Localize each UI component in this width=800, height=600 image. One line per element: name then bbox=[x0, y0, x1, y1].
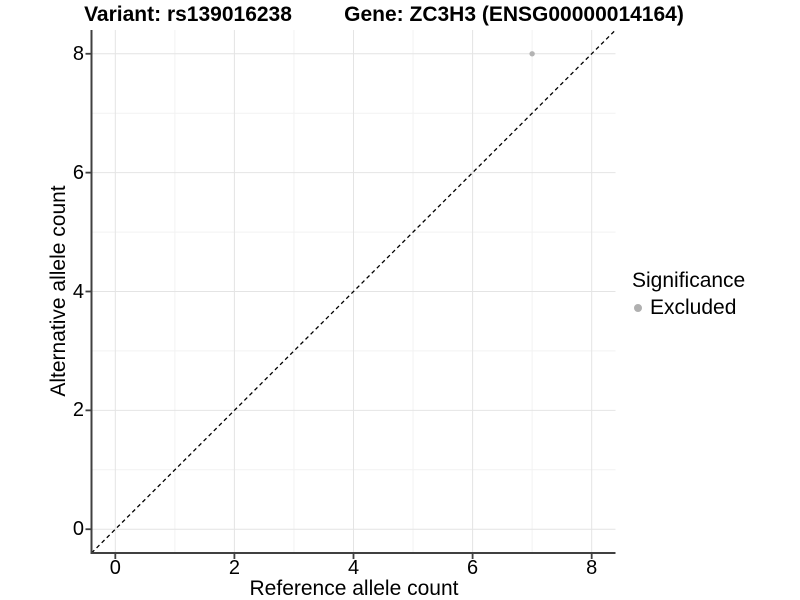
x-tick-label: 8 bbox=[586, 557, 598, 579]
excluded-point-icon bbox=[634, 304, 642, 312]
x-tick-label: 0 bbox=[109, 557, 121, 579]
plot-title-gene: Gene: ZC3H3 (ENSG00000014164) bbox=[344, 3, 684, 26]
y-tick-label: 0 bbox=[72, 518, 84, 541]
y-tick-label: 8 bbox=[72, 42, 84, 65]
data-point bbox=[529, 51, 535, 57]
x-tick-label: 4 bbox=[347, 557, 360, 579]
y-tick-label: 2 bbox=[72, 399, 84, 422]
plot-title-variant: Variant: rs139016238 bbox=[84, 3, 292, 26]
x-tick-label: 2 bbox=[228, 557, 240, 579]
x-axis-label: Reference allele count bbox=[249, 577, 459, 600]
y-tick-label: 6 bbox=[72, 161, 84, 184]
legend-title: Significance bbox=[632, 269, 746, 292]
identity-line bbox=[91, 29, 616, 554]
x-tick-label: 6 bbox=[467, 557, 479, 579]
y-axis-label: Alternative allele count bbox=[47, 185, 70, 397]
y-tick-label: 4 bbox=[72, 280, 84, 303]
legend-item-excluded: Excluded bbox=[632, 295, 745, 321]
legend: Significance Excluded bbox=[632, 268, 745, 321]
legend-item-label: Excluded bbox=[650, 296, 737, 319]
